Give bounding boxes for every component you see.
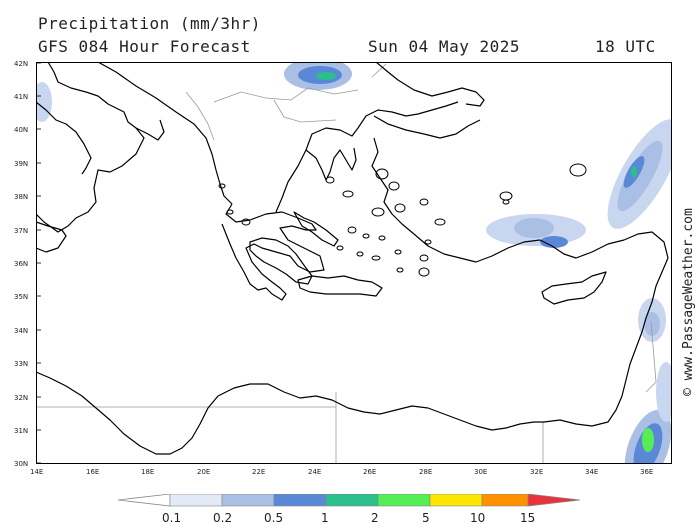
longitude-labels: 14E 16E 18E 20E 22E 24E 26E 28E 30E 32E …	[30, 468, 653, 476]
coast-levant	[543, 285, 657, 427]
coast-marmara	[373, 115, 481, 139]
legend-arrow-low	[118, 494, 171, 507]
aegean-islands	[218, 163, 587, 277]
forecast-label: GFS 084 Hour Forecast	[38, 37, 251, 56]
lat-label: 38N	[14, 193, 28, 201]
coast-italy-heel	[36, 101, 92, 175]
coast-italy-heel-tip	[135, 119, 165, 141]
legend-label: 5	[422, 511, 430, 524]
coast-italy	[36, 62, 145, 233]
precipitation-legend: 0.1 0.2 0.5 1 2 5 10 15	[118, 494, 581, 524]
forecast-date: Sun 04 May 2025	[368, 37, 520, 56]
political-borders	[36, 63, 657, 464]
coast-anatolia-south	[539, 231, 669, 287]
coast-greece-east	[275, 101, 459, 213]
lat-label: 33N	[14, 360, 28, 368]
legend-swatch	[377, 494, 431, 507]
coast-black-sea	[375, 62, 485, 107]
legend-swatch	[429, 494, 483, 507]
lat-label: 37N	[14, 227, 28, 235]
map-frame	[36, 62, 672, 464]
lat-label: 34N	[14, 327, 28, 335]
lon-label: 18E	[141, 468, 154, 476]
coastlines	[36, 62, 669, 455]
lat-label: 39N	[14, 160, 28, 168]
legend-label: 0.5	[264, 511, 283, 524]
legend-arrow-high	[527, 494, 581, 507]
coast-north-africa	[36, 371, 544, 455]
coast-sicily	[36, 221, 67, 253]
lon-label: 26E	[363, 468, 376, 476]
lon-label: 36E	[640, 468, 653, 476]
lon-label: 22E	[252, 468, 265, 476]
lon-label: 28E	[419, 468, 432, 476]
lat-label: 35N	[14, 293, 28, 301]
credit-text: © www.PassageWeather.com	[681, 208, 696, 396]
latitude-labels: 42N 41N 40N 39N 38N 37N 36N 35N 34N 33N …	[14, 60, 28, 468]
lat-label: 42N	[14, 60, 28, 68]
lon-label: 16E	[86, 468, 99, 476]
forecast-time: 18 UTC	[595, 37, 656, 56]
coast-peloponnese	[249, 237, 313, 285]
legend-swatch	[273, 494, 327, 507]
chart-title: Precipitation (mm/3hr)	[38, 14, 261, 33]
lat-label: 32N	[14, 394, 28, 402]
credit-watermark: © www.PassageWeather.com	[681, 208, 696, 396]
legend-swatch	[169, 494, 223, 507]
precip-patch	[617, 140, 663, 212]
legend-swatch	[325, 494, 379, 507]
lon-label: 30E	[474, 468, 487, 476]
legend-swatch	[481, 494, 529, 507]
precip-patch	[642, 428, 654, 452]
latitude-axis	[36, 62, 41, 464]
coast-crete	[297, 275, 383, 297]
coast-balkans	[97, 62, 233, 205]
lat-label: 41N	[14, 93, 28, 101]
legend-label: 0.1	[162, 511, 181, 524]
precipitation-areas	[36, 62, 672, 464]
coast-euboea	[293, 211, 339, 247]
precipitation-map	[36, 62, 672, 464]
legend-label: 2	[371, 511, 379, 524]
coast-anatolia-west	[371, 137, 541, 263]
legend-label: 15	[520, 511, 535, 524]
lon-label: 34E	[585, 468, 598, 476]
precip-patch	[540, 236, 568, 248]
legend-label: 10	[470, 511, 485, 524]
coast-chalkidiki	[305, 147, 357, 181]
lat-label: 36N	[14, 260, 28, 268]
lon-label: 20E	[197, 468, 210, 476]
precip-patch	[644, 312, 660, 336]
lat-label: 30N	[14, 460, 28, 468]
precip-patch	[656, 362, 672, 422]
precip-patch	[514, 218, 554, 238]
coast-cyprus	[541, 271, 607, 305]
coast-greece	[221, 203, 325, 301]
lat-label: 31N	[14, 427, 28, 435]
precip-patch	[316, 72, 336, 80]
lon-label: 24E	[308, 468, 321, 476]
legend-label: 0.2	[213, 511, 232, 524]
legend-label: 1	[321, 511, 329, 524]
lon-label: 14E	[30, 468, 43, 476]
legend-swatch	[221, 494, 275, 507]
precip-patch	[631, 166, 637, 178]
lat-label: 40N	[14, 126, 28, 134]
lon-label: 32E	[530, 468, 543, 476]
